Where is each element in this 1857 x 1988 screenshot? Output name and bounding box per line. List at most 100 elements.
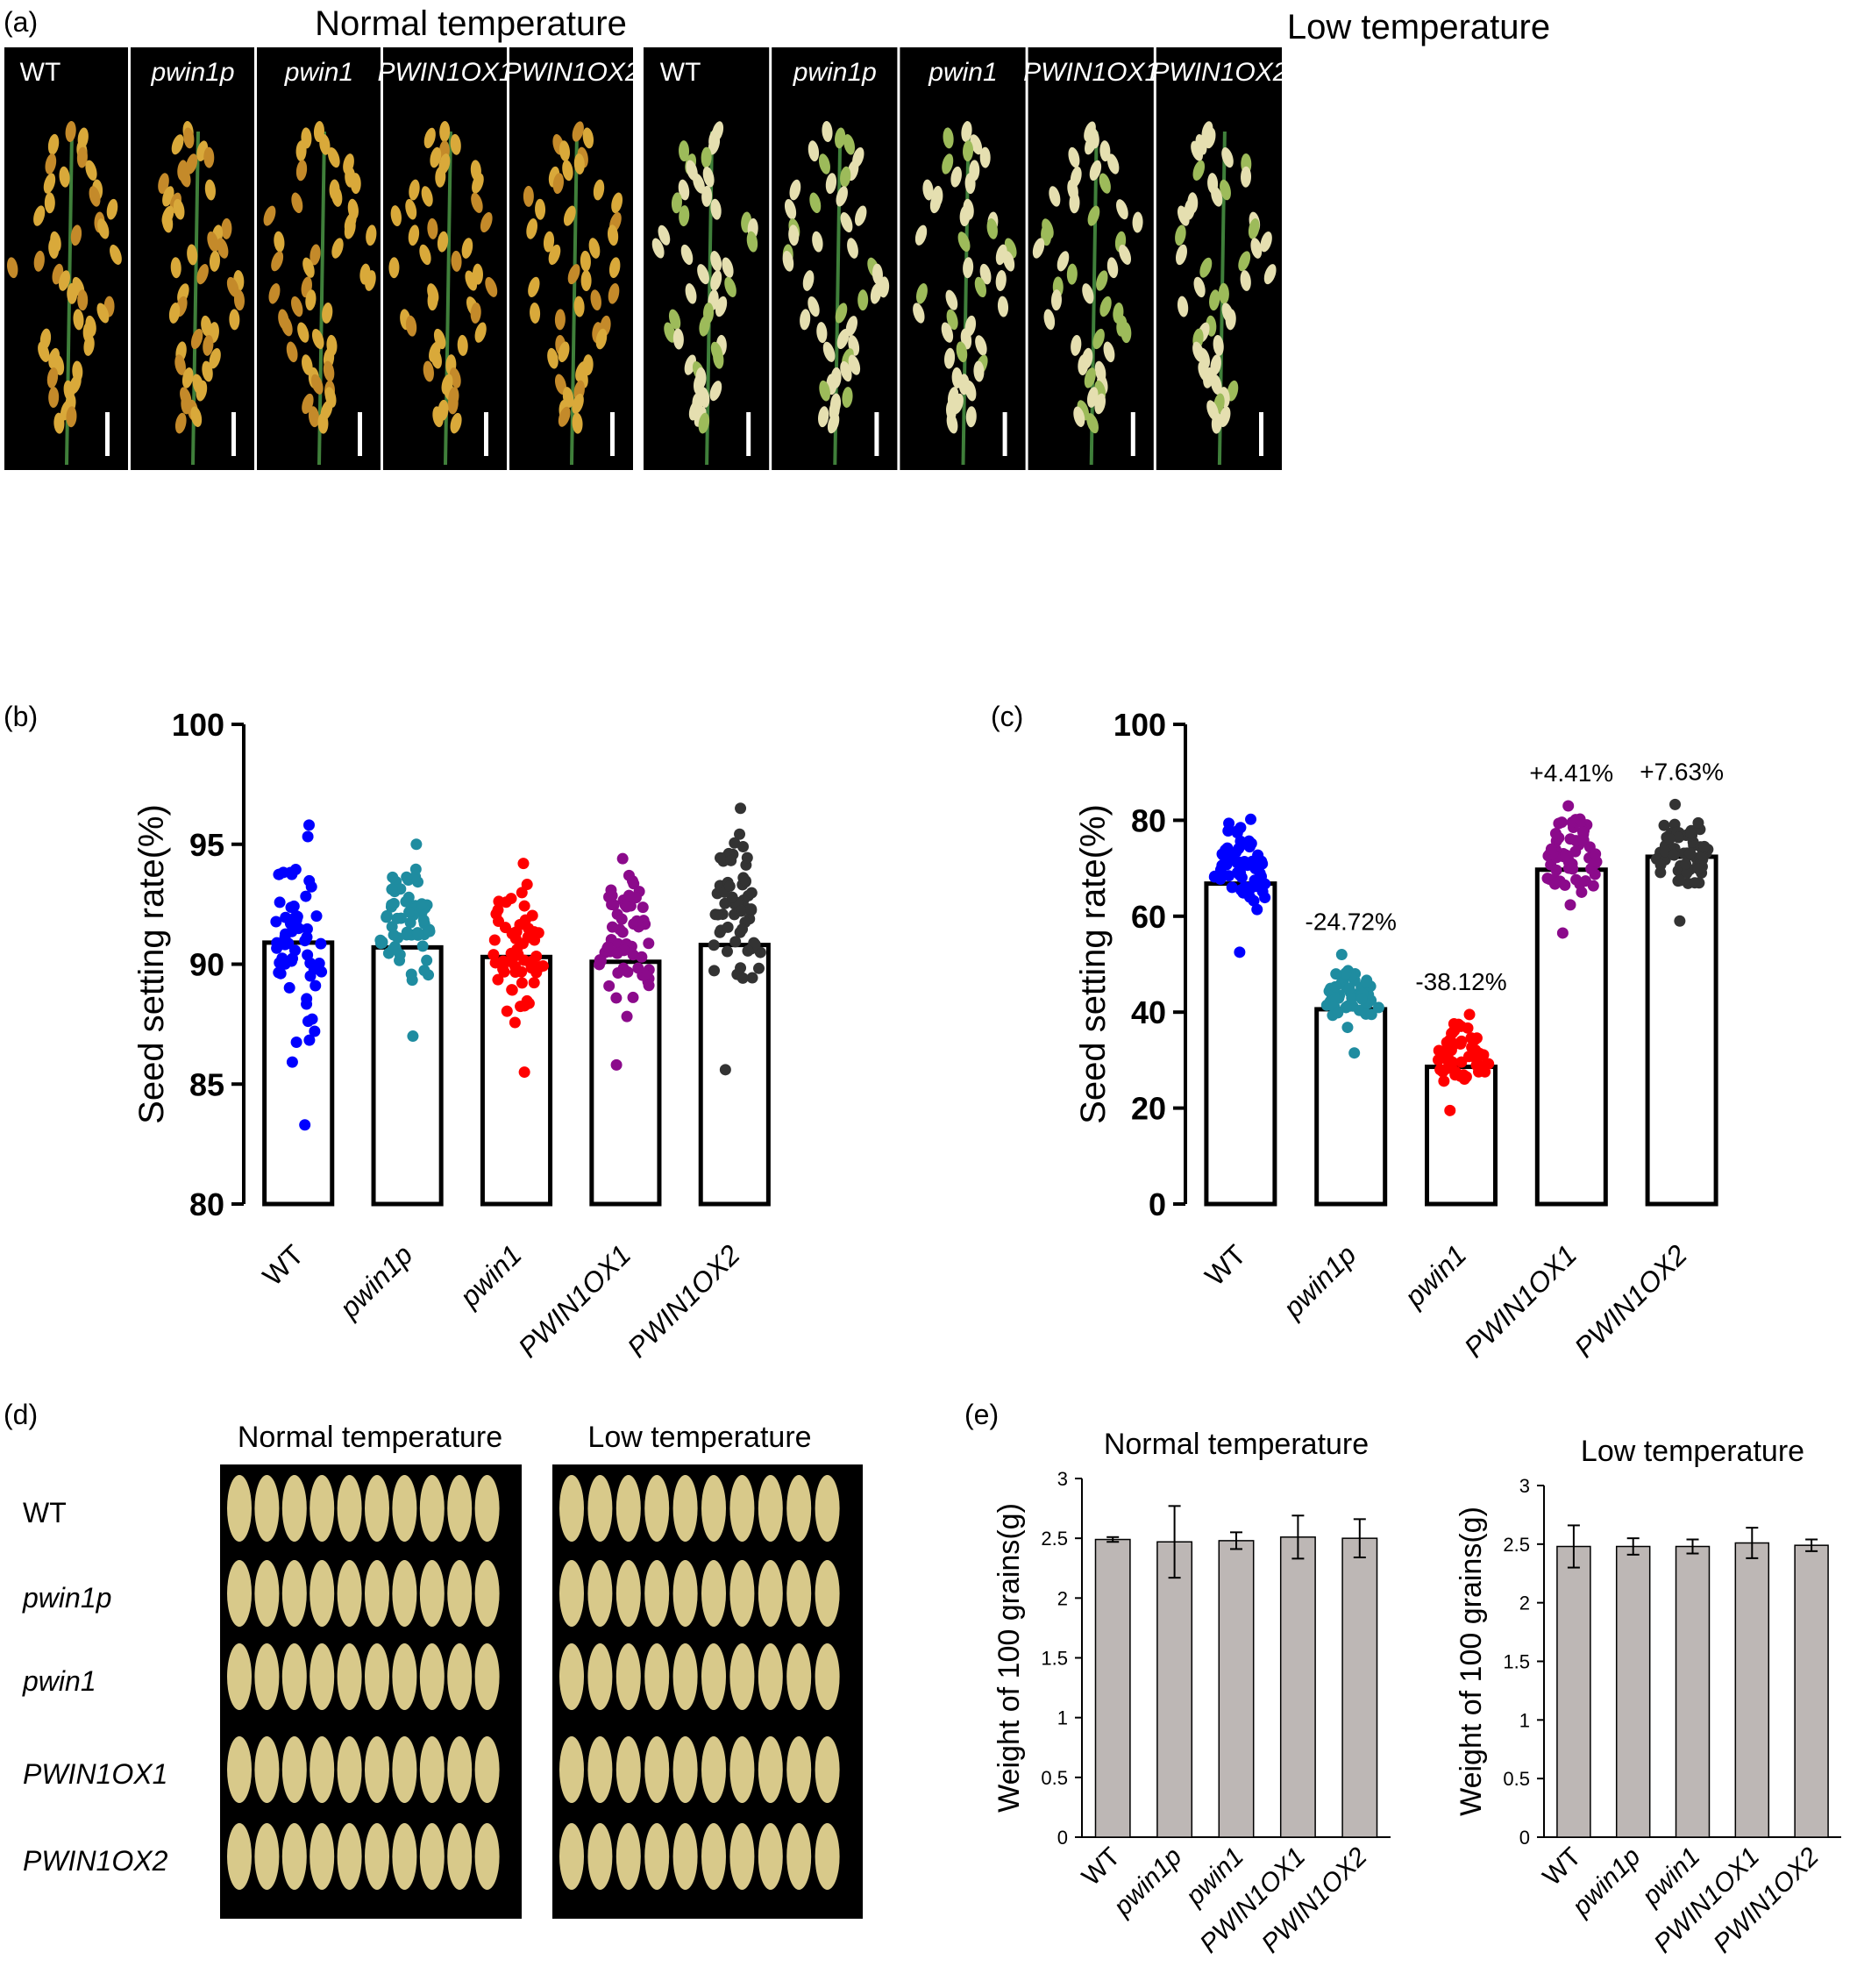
grain xyxy=(227,1560,252,1627)
grain xyxy=(392,1736,417,1803)
grain-on-panicle xyxy=(710,198,722,220)
data-point xyxy=(493,895,505,908)
data-point xyxy=(1674,874,1686,887)
grain xyxy=(419,1560,445,1627)
grain xyxy=(786,1643,812,1710)
data-point xyxy=(1329,993,1341,1005)
data-point xyxy=(529,934,541,946)
grain-on-panicle xyxy=(1089,160,1102,181)
data-point xyxy=(315,937,327,950)
grain xyxy=(587,1823,613,1890)
grain-on-panicle xyxy=(58,270,70,291)
grain xyxy=(310,1823,335,1890)
data-point xyxy=(394,954,406,966)
row-label: pwin1 xyxy=(22,1665,96,1697)
y-tick-label: 2.5 xyxy=(1503,1534,1530,1556)
data-point xyxy=(1548,878,1561,890)
bar xyxy=(1675,1545,1711,1838)
grain-on-panicle xyxy=(47,133,60,155)
scale-bar xyxy=(874,412,879,456)
grain-on-panicle xyxy=(788,224,800,246)
bar xyxy=(1534,867,1608,1207)
grain-on-panicle xyxy=(567,264,580,285)
grain-on-panicle xyxy=(679,205,690,227)
grain xyxy=(474,1475,500,1542)
data-point xyxy=(721,945,733,958)
y-axis-label: Seed setting rate(%) xyxy=(1074,804,1113,1124)
data-point xyxy=(606,889,618,901)
panel-a-normal-title: Normal temperature xyxy=(315,4,627,43)
x-tick-label: WT xyxy=(1077,1842,1126,1892)
data-point xyxy=(1243,884,1256,896)
grain-on-panicle xyxy=(1177,296,1189,317)
data-point xyxy=(1577,834,1590,846)
grain xyxy=(254,1736,280,1803)
grain-on-panicle xyxy=(202,360,213,382)
grain-on-panicle xyxy=(547,347,559,369)
y-tick-label: 100 xyxy=(1113,707,1166,743)
grain-on-panicle xyxy=(263,205,276,226)
data-point xyxy=(601,941,614,953)
grain-on-panicle xyxy=(7,257,18,279)
data-point xyxy=(1245,837,1257,850)
data-point xyxy=(417,914,430,926)
grain-on-panicle xyxy=(658,224,671,246)
grain xyxy=(559,1736,584,1803)
grain-on-panicle xyxy=(471,192,483,213)
data-point xyxy=(754,946,766,958)
grain xyxy=(615,1475,641,1542)
grain-on-panicle xyxy=(1057,251,1070,272)
data-point xyxy=(1346,992,1358,1004)
grain-on-panicle xyxy=(562,160,573,182)
grain-on-panicle xyxy=(233,289,245,311)
grain-on-panicle xyxy=(421,186,433,207)
data-point xyxy=(506,984,518,996)
grain-on-panicle xyxy=(33,205,46,226)
data-point xyxy=(274,967,287,980)
grain-on-panicle xyxy=(1211,186,1223,207)
grain-on-panicle xyxy=(472,173,484,194)
data-point xyxy=(1659,845,1671,858)
y-tick-label: 2 xyxy=(1519,1593,1530,1614)
data-point xyxy=(1672,831,1684,844)
grain-on-panicle xyxy=(229,309,240,331)
grain-on-panicle xyxy=(203,146,215,168)
grain-on-panicle xyxy=(957,232,971,253)
grain xyxy=(672,1475,698,1542)
data-point xyxy=(1455,1056,1468,1068)
data-point xyxy=(1556,927,1569,939)
grain-on-panicle xyxy=(388,257,400,279)
data-point xyxy=(501,1005,513,1017)
grain-on-panicle xyxy=(1092,328,1105,350)
data-point xyxy=(418,965,430,977)
data-point xyxy=(1235,860,1248,873)
grain-on-panicle xyxy=(698,412,710,434)
x-tick-label: WT xyxy=(1538,1842,1587,1892)
bar xyxy=(1204,881,1277,1207)
data-point xyxy=(401,871,413,883)
grain xyxy=(281,1823,307,1890)
grain-on-panicle xyxy=(450,133,461,155)
grain-on-panicle xyxy=(76,146,88,168)
grain-on-panicle xyxy=(89,186,101,207)
grain-on-panicle xyxy=(204,179,216,201)
grain-on-panicle xyxy=(713,347,724,369)
grain xyxy=(227,1643,252,1710)
data-point xyxy=(279,938,291,951)
data-point xyxy=(423,925,436,937)
scale-bar xyxy=(358,412,362,456)
data-point xyxy=(528,977,540,989)
chart-c: 0 20 40 60 80 100 Seed setting rate(%) WT -24.72… xyxy=(1074,707,1724,1364)
grain-on-panicle xyxy=(423,127,436,149)
y-tick-label: 3 xyxy=(1057,1468,1068,1490)
data-point xyxy=(1245,813,1257,825)
data-point xyxy=(1372,1001,1384,1014)
photo-label: PWIN1OX2 xyxy=(503,58,639,87)
x-tick-label: pwin1 xyxy=(1398,1238,1472,1313)
grain-on-panicle xyxy=(816,322,828,344)
data-point xyxy=(530,951,543,963)
data-point xyxy=(1348,1047,1361,1059)
data-point xyxy=(1340,967,1352,980)
grain xyxy=(337,1560,362,1627)
grain xyxy=(815,1823,840,1890)
